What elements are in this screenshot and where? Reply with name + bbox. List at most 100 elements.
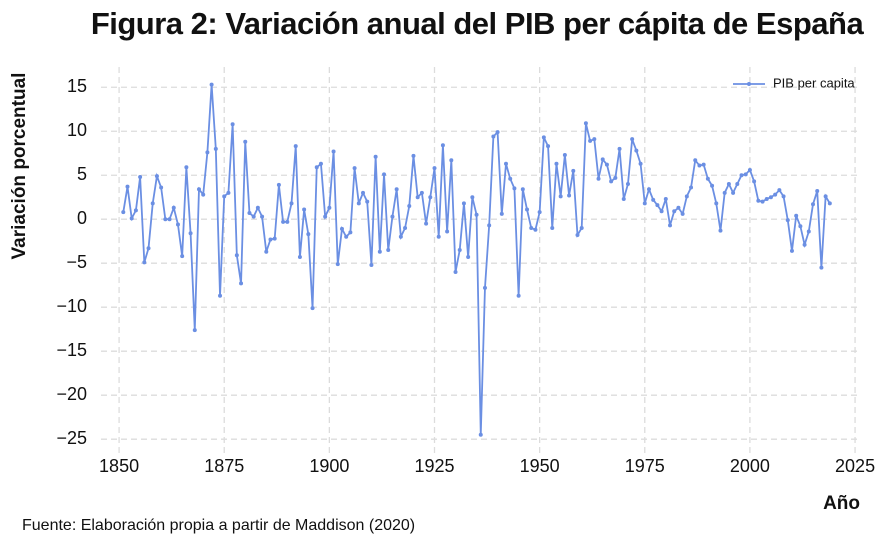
data-point xyxy=(735,182,740,187)
data-point xyxy=(150,201,155,206)
data-point xyxy=(516,293,521,298)
data-point xyxy=(289,201,294,206)
y-tick-label: 0 xyxy=(77,208,87,228)
x-tick-label: 1850 xyxy=(99,456,139,476)
x-tick-label: 1875 xyxy=(204,456,244,476)
data-point xyxy=(331,149,336,154)
data-point xyxy=(470,195,475,200)
data-point xyxy=(121,210,126,215)
data-line xyxy=(122,84,831,435)
data-point xyxy=(537,210,542,215)
data-point xyxy=(394,187,399,192)
data-point xyxy=(529,226,534,231)
data-point xyxy=(533,227,538,232)
data-point xyxy=(281,219,286,224)
data-point xyxy=(255,205,260,210)
data-point xyxy=(663,196,668,201)
data-point xyxy=(369,262,374,267)
data-point xyxy=(705,176,710,181)
data-point xyxy=(714,201,719,206)
data-point xyxy=(407,204,412,209)
data-point xyxy=(806,229,811,234)
data-point xyxy=(722,190,727,195)
data-point xyxy=(512,186,517,191)
data-point xyxy=(693,158,698,163)
data-point xyxy=(550,226,555,231)
data-point xyxy=(344,234,349,239)
data-point xyxy=(213,146,218,151)
y-tick-label: 10 xyxy=(67,120,87,140)
data-point xyxy=(596,176,601,181)
legend-label: PIB per capita xyxy=(773,75,855,90)
data-point xyxy=(390,214,395,219)
data-point xyxy=(764,196,769,201)
data-point xyxy=(520,187,525,192)
data-point xyxy=(613,175,618,180)
data-point xyxy=(436,234,441,239)
data-point xyxy=(562,152,567,157)
data-point xyxy=(159,185,164,190)
data-point xyxy=(352,166,357,171)
data-point xyxy=(697,163,702,168)
data-point xyxy=(579,226,584,231)
data-point xyxy=(811,202,816,207)
data-point xyxy=(588,138,593,143)
data-point xyxy=(495,130,500,135)
data-point xyxy=(474,212,479,217)
data-point xyxy=(403,226,408,231)
data-point xyxy=(457,248,462,253)
data-point xyxy=(163,217,168,222)
data-point xyxy=(676,205,681,210)
data-point xyxy=(293,144,298,149)
data-point xyxy=(768,195,773,200)
data-point xyxy=(592,137,597,142)
data-point xyxy=(508,176,513,181)
data-point xyxy=(575,233,580,238)
data-point xyxy=(386,248,391,253)
data-point xyxy=(558,194,563,199)
data-point xyxy=(453,269,458,274)
data-point xyxy=(167,217,172,222)
data-point xyxy=(655,203,660,208)
data-point xyxy=(415,195,420,200)
data-point xyxy=(302,207,307,212)
y-tick-label: −5 xyxy=(66,252,87,272)
data-point xyxy=(525,207,530,212)
data-point xyxy=(621,196,626,201)
data-point xyxy=(710,183,715,188)
data-point xyxy=(264,249,269,254)
data-point xyxy=(743,172,748,177)
data-point xyxy=(789,248,794,253)
data-point xyxy=(718,228,723,233)
data-point xyxy=(731,190,736,195)
data-point xyxy=(188,231,193,236)
data-point xyxy=(739,173,744,178)
data-point xyxy=(142,260,147,265)
data-point xyxy=(276,182,281,187)
data-point xyxy=(218,293,223,298)
data-point xyxy=(823,194,828,199)
data-point xyxy=(478,432,483,437)
data-point xyxy=(554,161,559,166)
data-point xyxy=(752,179,757,184)
x-axis-label: Año xyxy=(823,493,860,514)
data-point xyxy=(701,162,706,167)
data-point xyxy=(802,242,807,247)
data-point xyxy=(339,226,344,231)
data-point xyxy=(230,122,235,127)
data-point xyxy=(604,162,609,167)
data-point xyxy=(133,208,138,213)
data-point xyxy=(222,194,227,199)
data-point xyxy=(760,199,765,204)
data-point xyxy=(226,190,231,195)
data-point xyxy=(327,205,332,210)
data-point xyxy=(491,134,496,139)
data-point xyxy=(180,254,185,259)
data-point xyxy=(672,209,677,214)
legend-marker xyxy=(747,82,751,86)
data-point xyxy=(781,194,786,199)
data-point xyxy=(466,255,471,260)
data-point xyxy=(689,185,694,190)
data-point xyxy=(827,201,832,206)
